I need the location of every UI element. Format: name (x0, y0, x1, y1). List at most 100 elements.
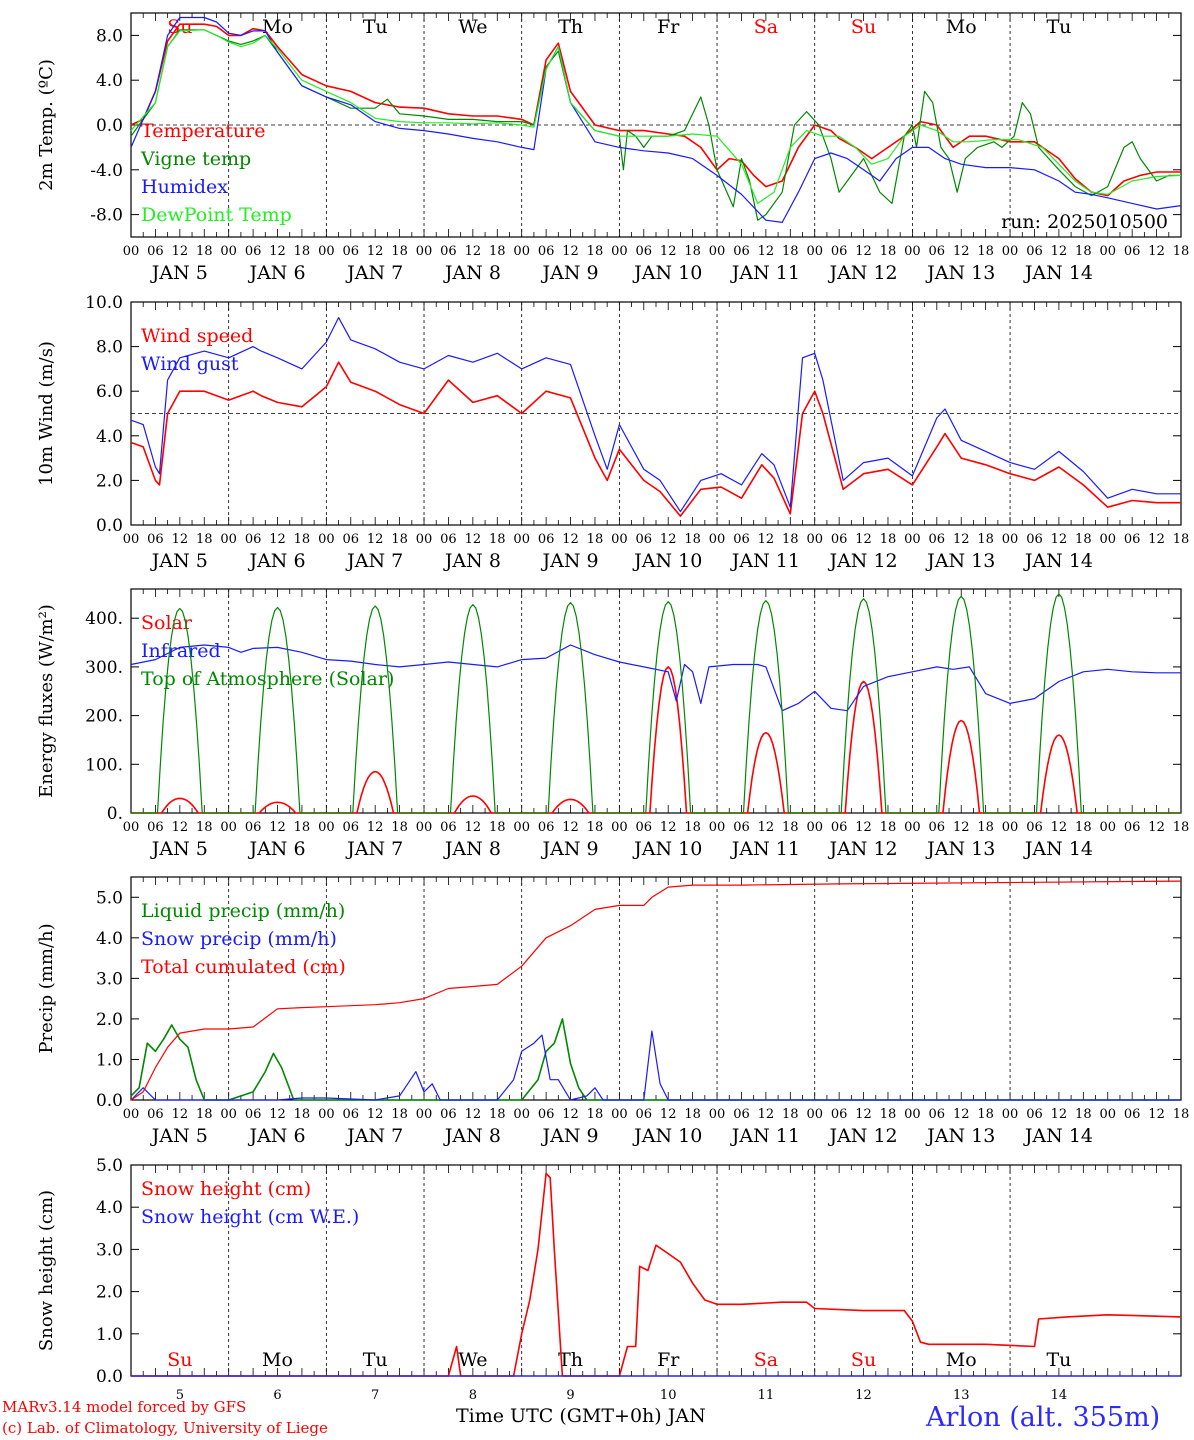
hour-tick-label: 00 (1002, 532, 1019, 547)
hour-tick-label: 12 (269, 532, 286, 547)
hour-tick-label: 18 (684, 820, 701, 835)
date-label: JAN 10 (632, 262, 702, 284)
hour-tick-label: 06 (538, 1107, 555, 1122)
legend-entry: DewPoint Temp (141, 204, 292, 226)
hour-tick-label: 06 (929, 820, 946, 835)
hour-tick-label: 00 (318, 244, 335, 259)
hour-tick-label: 06 (538, 532, 555, 547)
run-label: run: 2025010500 (1001, 211, 1168, 233)
hour-tick-label: 00 (904, 532, 921, 547)
hour-tick-label: 12 (660, 532, 677, 547)
y-tick-label: 6.0 (96, 382, 123, 402)
hour-tick-label: 12 (855, 244, 872, 259)
hour-tick-label: 06 (636, 1107, 653, 1122)
date-label: JAN 8 (443, 262, 501, 284)
hour-tick-label: 12 (758, 820, 775, 835)
hour-tick-label: 00 (416, 1107, 433, 1122)
hour-tick-label: 12 (1148, 244, 1165, 259)
hour-tick-label: 00 (513, 244, 530, 259)
y-tick-label: 8.0 (96, 26, 123, 46)
day-number-label: 6 (273, 1388, 281, 1403)
y-tick-label: 4.0 (96, 71, 123, 91)
hour-tick-label: 00 (318, 820, 335, 835)
weekday-label: Mo (946, 1349, 977, 1371)
hour-tick-label: 12 (367, 820, 384, 835)
hour-tick-label: 06 (440, 532, 457, 547)
hour-tick-label: 12 (172, 532, 189, 547)
date-label: JAN 10 (632, 550, 702, 572)
date-label: JAN 9 (540, 838, 598, 860)
hour-tick-label: 12 (269, 820, 286, 835)
panel-5: 0.0 1.0 2.0 3.0 4.0 5.0 Snow height (cm) Su Mo Tu… (36, 1156, 1182, 1403)
hour-tick-label: 18 (391, 820, 408, 835)
hour-tick-label: 18 (880, 820, 897, 835)
y-axis-label: 10m Wind (m/s) (36, 341, 57, 486)
hour-tick-label: 18 (880, 244, 897, 259)
date-label: JAN 6 (247, 262, 305, 284)
hour-tick-label: 00 (611, 532, 628, 547)
hour-tick-label: 12 (953, 820, 970, 835)
date-label: JAN 10 (632, 838, 702, 860)
date-label: JAN 14 (1023, 262, 1093, 284)
hour-tick-label: 06 (1124, 532, 1141, 547)
day-number-label: 12 (855, 1388, 872, 1403)
hour-tick-label: 12 (269, 244, 286, 259)
hour-tick-label: 12 (465, 1107, 482, 1122)
hour-tick-label: 18 (977, 244, 994, 259)
hour-tick-label: 18 (294, 1107, 311, 1122)
hour-tick-label: 06 (342, 1107, 359, 1122)
legend-entry: Snow height (cm W.E.) (141, 1206, 359, 1228)
weekday-label: Su (851, 1349, 876, 1371)
y-tick-label: 2.0 (96, 1283, 123, 1303)
hour-tick-label: 00 (416, 820, 433, 835)
date-label: JAN 13 (925, 262, 995, 284)
hour-tick-label: 12 (465, 820, 482, 835)
weekday-label: Sa (754, 16, 778, 38)
lab-credit: (c) Lab. of Climatology, University of L… (2, 1419, 328, 1437)
panel-3: 0. 100. 200. 300. 400. Energy fluxes (W/m²) 00… (36, 588, 1189, 860)
hour-tick-label: 06 (245, 532, 262, 547)
y-tick-label: 4.0 (96, 1198, 123, 1218)
y-tick-label: 100. (85, 755, 123, 775)
hour-tick-label: 18 (684, 244, 701, 259)
hour-tick-label: 06 (636, 244, 653, 259)
date-label: JAN 5 (150, 262, 208, 284)
hour-tick-label: 18 (391, 244, 408, 259)
hour-tick-label: 18 (880, 1107, 897, 1122)
time-axis-label: Time UTC (GMT+0h) JAN (456, 1405, 706, 1427)
weekday-label: Tu (1046, 1349, 1071, 1371)
hour-tick-label: 18 (196, 820, 213, 835)
hour-tick-label: 18 (489, 244, 506, 259)
date-label: JAN 12 (827, 550, 897, 572)
y-tick-label: 2.0 (96, 1010, 123, 1030)
day-number-label: 11 (758, 1388, 775, 1403)
hour-tick-label: 18 (782, 244, 799, 259)
hour-tick-label: 12 (660, 820, 677, 835)
hour-tick-label: 18 (1173, 532, 1190, 547)
date-label: JAN 9 (540, 550, 598, 572)
hour-tick-label: 18 (977, 532, 994, 547)
weekday-label: Mo (262, 1349, 293, 1371)
hour-tick-label: 12 (855, 1107, 872, 1122)
date-label: JAN 10 (632, 1125, 702, 1147)
hour-tick-label: 12 (465, 532, 482, 547)
date-label: JAN 6 (247, 838, 305, 860)
hour-tick-label: 00 (220, 532, 237, 547)
y-tick-label: 2.0 (96, 471, 123, 491)
hour-tick-label: 06 (1026, 532, 1043, 547)
y-axis-label: Energy fluxes (W/m²) (36, 604, 57, 798)
date-label: JAN 13 (925, 550, 995, 572)
hour-tick-label: 06 (929, 244, 946, 259)
hour-tick-label: 12 (172, 1107, 189, 1122)
hour-tick-label: 18 (587, 820, 604, 835)
hour-tick-label: 18 (977, 1107, 994, 1122)
legend-entry: Vigne temp (140, 148, 251, 170)
legend-entry: Humidex (141, 176, 228, 198)
hour-tick-label: 06 (733, 820, 750, 835)
hour-tick-label: 06 (733, 1107, 750, 1122)
legend-entry: Snow height (cm) (141, 1178, 311, 1200)
hour-tick-label: 12 (660, 244, 677, 259)
date-label: JAN 11 (730, 1125, 800, 1147)
y-tick-label: 3.0 (96, 1240, 123, 1260)
